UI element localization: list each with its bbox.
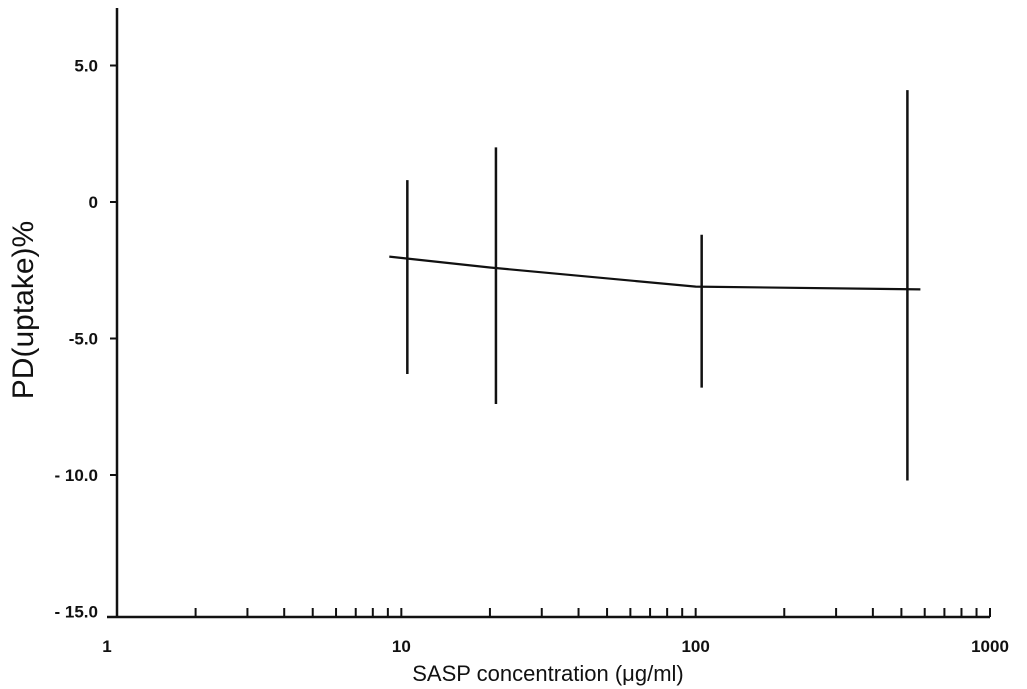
x-ticks: 1 10 100 1000 [102, 608, 1009, 656]
x-tick-label: 1 [102, 637, 111, 656]
y-tick-label: - 15.0 [55, 603, 98, 622]
y-tick-label: 5.0 [74, 57, 98, 76]
series-line [389, 255, 921, 291]
y-ticks: 5.0 0 -5.0 - 10.0 - 15.0 [55, 57, 117, 622]
error-bars [406, 90, 909, 481]
x-axis-title: SASP concentration (μg/ml) [412, 661, 684, 686]
y-tick-label: -5.0 [69, 330, 98, 349]
y-axis-title: PD(uptake)% [7, 221, 40, 399]
y-tick-label: - 10.0 [55, 466, 98, 485]
y-tick-label: 0 [89, 193, 98, 212]
x-tick-label: 1000 [971, 637, 1009, 656]
x-tick-label: 10 [392, 637, 411, 656]
x-tick-label: 100 [681, 637, 709, 656]
